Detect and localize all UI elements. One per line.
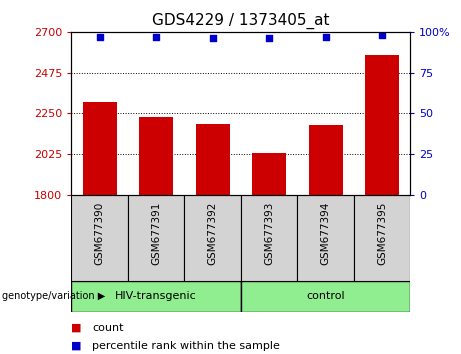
- Bar: [252, 153, 286, 195]
- Bar: [365, 55, 399, 195]
- Bar: [184, 195, 241, 281]
- Bar: [83, 102, 117, 195]
- Bar: [128, 195, 184, 281]
- Bar: [241, 195, 297, 281]
- Text: GSM677393: GSM677393: [264, 202, 274, 265]
- Point: [322, 34, 329, 40]
- Text: GSM677395: GSM677395: [377, 202, 387, 265]
- Text: ■: ■: [71, 341, 82, 350]
- Bar: [241, 281, 410, 312]
- Point: [96, 34, 103, 40]
- Bar: [309, 125, 343, 195]
- Text: genotype/variation ▶: genotype/variation ▶: [2, 291, 106, 302]
- Bar: [354, 195, 410, 281]
- Text: GSM677390: GSM677390: [95, 202, 105, 265]
- Bar: [297, 195, 354, 281]
- Point: [378, 32, 386, 38]
- Bar: [71, 195, 128, 281]
- Bar: [71, 281, 241, 312]
- Text: GSM677391: GSM677391: [151, 202, 161, 265]
- Text: control: control: [306, 291, 345, 302]
- Point: [266, 35, 273, 41]
- Point: [153, 34, 160, 40]
- Text: ■: ■: [71, 322, 82, 333]
- Bar: [195, 124, 230, 195]
- Text: HIV-transgenic: HIV-transgenic: [115, 291, 197, 302]
- Text: percentile rank within the sample: percentile rank within the sample: [92, 341, 280, 350]
- Text: GSM677392: GSM677392: [207, 202, 218, 265]
- Text: GSM677394: GSM677394: [320, 202, 331, 265]
- Point: [209, 35, 216, 41]
- Title: GDS4229 / 1373405_at: GDS4229 / 1373405_at: [152, 13, 330, 29]
- Bar: [139, 117, 173, 195]
- Text: count: count: [92, 322, 124, 333]
